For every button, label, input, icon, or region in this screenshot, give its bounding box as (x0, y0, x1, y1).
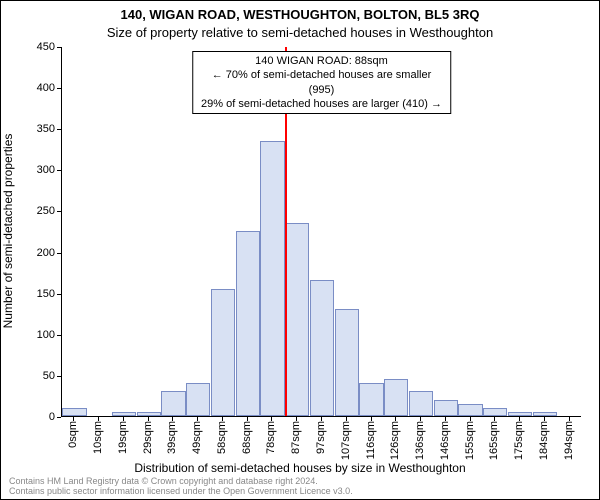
chart-page: 140, WIGAN ROAD, WESTHOUGHTON, BOLTON, B… (0, 0, 600, 500)
y-tick-mark (57, 47, 61, 48)
y-tick-label: 100 (15, 329, 55, 341)
histogram-bar (137, 412, 161, 416)
y-tick-mark (57, 211, 61, 212)
x-tick-label: 49sqm (191, 421, 203, 454)
histogram-bar (483, 408, 507, 416)
page-subtitle: Size of property relative to semi-detach… (1, 25, 599, 40)
y-tick-label: 400 (15, 82, 55, 94)
x-tick-label: 194sqm (563, 421, 575, 460)
histogram-bar (310, 280, 334, 416)
y-tick-mark (57, 170, 61, 171)
x-tick-label: 19sqm (117, 421, 129, 454)
y-tick-label: 350 (15, 123, 55, 135)
histogram-bar (285, 223, 309, 416)
histogram-bar (533, 412, 557, 416)
histogram-bar (508, 412, 532, 416)
histogram-bar (335, 309, 359, 416)
annotation-line1: ← 70% of semi-detached houses are smalle… (199, 68, 445, 97)
histogram-bar (359, 383, 383, 416)
y-tick-mark (57, 253, 61, 254)
histogram-bar (62, 408, 86, 416)
annotation-line2: 29% of semi-detached houses are larger (… (199, 97, 445, 111)
histogram-bar (211, 289, 235, 416)
y-tick-mark (57, 88, 61, 89)
x-tick-label: 116sqm (365, 421, 377, 459)
x-tick-label: 87sqm (290, 421, 302, 454)
histogram-bar (186, 383, 210, 416)
histogram-bar (458, 404, 482, 416)
y-tick-label: 450 (15, 41, 55, 53)
x-tick-label: 155sqm (464, 421, 476, 460)
histogram-bar (384, 379, 408, 416)
histogram-bar (112, 412, 136, 416)
page-title: 140, WIGAN ROAD, WESTHOUGHTON, BOLTON, B… (1, 7, 599, 22)
x-tick-label: 78sqm (265, 421, 277, 454)
x-tick-label: 39sqm (166, 421, 178, 454)
annotation-box: 140 WIGAN ROAD: 88sqm ← 70% of semi-deta… (192, 51, 452, 114)
histogram-bar (161, 391, 185, 416)
histogram-bar (260, 141, 284, 416)
y-tick-label: 250 (15, 205, 55, 217)
x-tick-label: 58sqm (216, 421, 228, 454)
footer-line2: Contains public sector information licen… (9, 487, 353, 497)
histogram-bar (236, 231, 260, 416)
y-axis-label: Number of semi-detached properties (1, 134, 15, 329)
x-tick-label: 146sqm (439, 421, 451, 460)
x-tick-label: 107sqm (340, 421, 352, 460)
y-tick-mark (57, 376, 61, 377)
y-tick-mark (57, 294, 61, 295)
y-tick-label: 150 (15, 288, 55, 300)
y-tick-label: 0 (15, 411, 55, 423)
x-tick-label: 175sqm (513, 421, 525, 460)
y-tick-mark (57, 129, 61, 130)
x-tick-label: 0sqm (67, 421, 79, 448)
y-tick-mark (57, 335, 61, 336)
x-tick-label: 68sqm (241, 421, 253, 454)
y-tick-label: 50 (15, 370, 55, 382)
x-tick-label: 29sqm (142, 421, 154, 454)
x-axis-label: Distribution of semi-detached houses by … (1, 461, 599, 475)
x-tick-label: 126sqm (389, 421, 401, 460)
footer: Contains HM Land Registry data © Crown c… (9, 477, 353, 497)
x-tick-label: 136sqm (414, 421, 426, 460)
x-tick-label: 184sqm (538, 421, 550, 460)
histogram-bar (409, 391, 433, 416)
x-tick-label: 10sqm (92, 421, 104, 454)
y-tick-mark (57, 417, 61, 418)
histogram-bar (434, 400, 458, 416)
y-tick-label: 200 (15, 247, 55, 259)
y-tick-label: 300 (15, 164, 55, 176)
x-tick-label: 97sqm (315, 421, 327, 454)
histogram-plot: 140 WIGAN ROAD: 88sqm ← 70% of semi-deta… (61, 47, 581, 417)
annotation-title: 140 WIGAN ROAD: 88sqm (199, 54, 445, 68)
x-tick-label: 165sqm (488, 421, 500, 460)
